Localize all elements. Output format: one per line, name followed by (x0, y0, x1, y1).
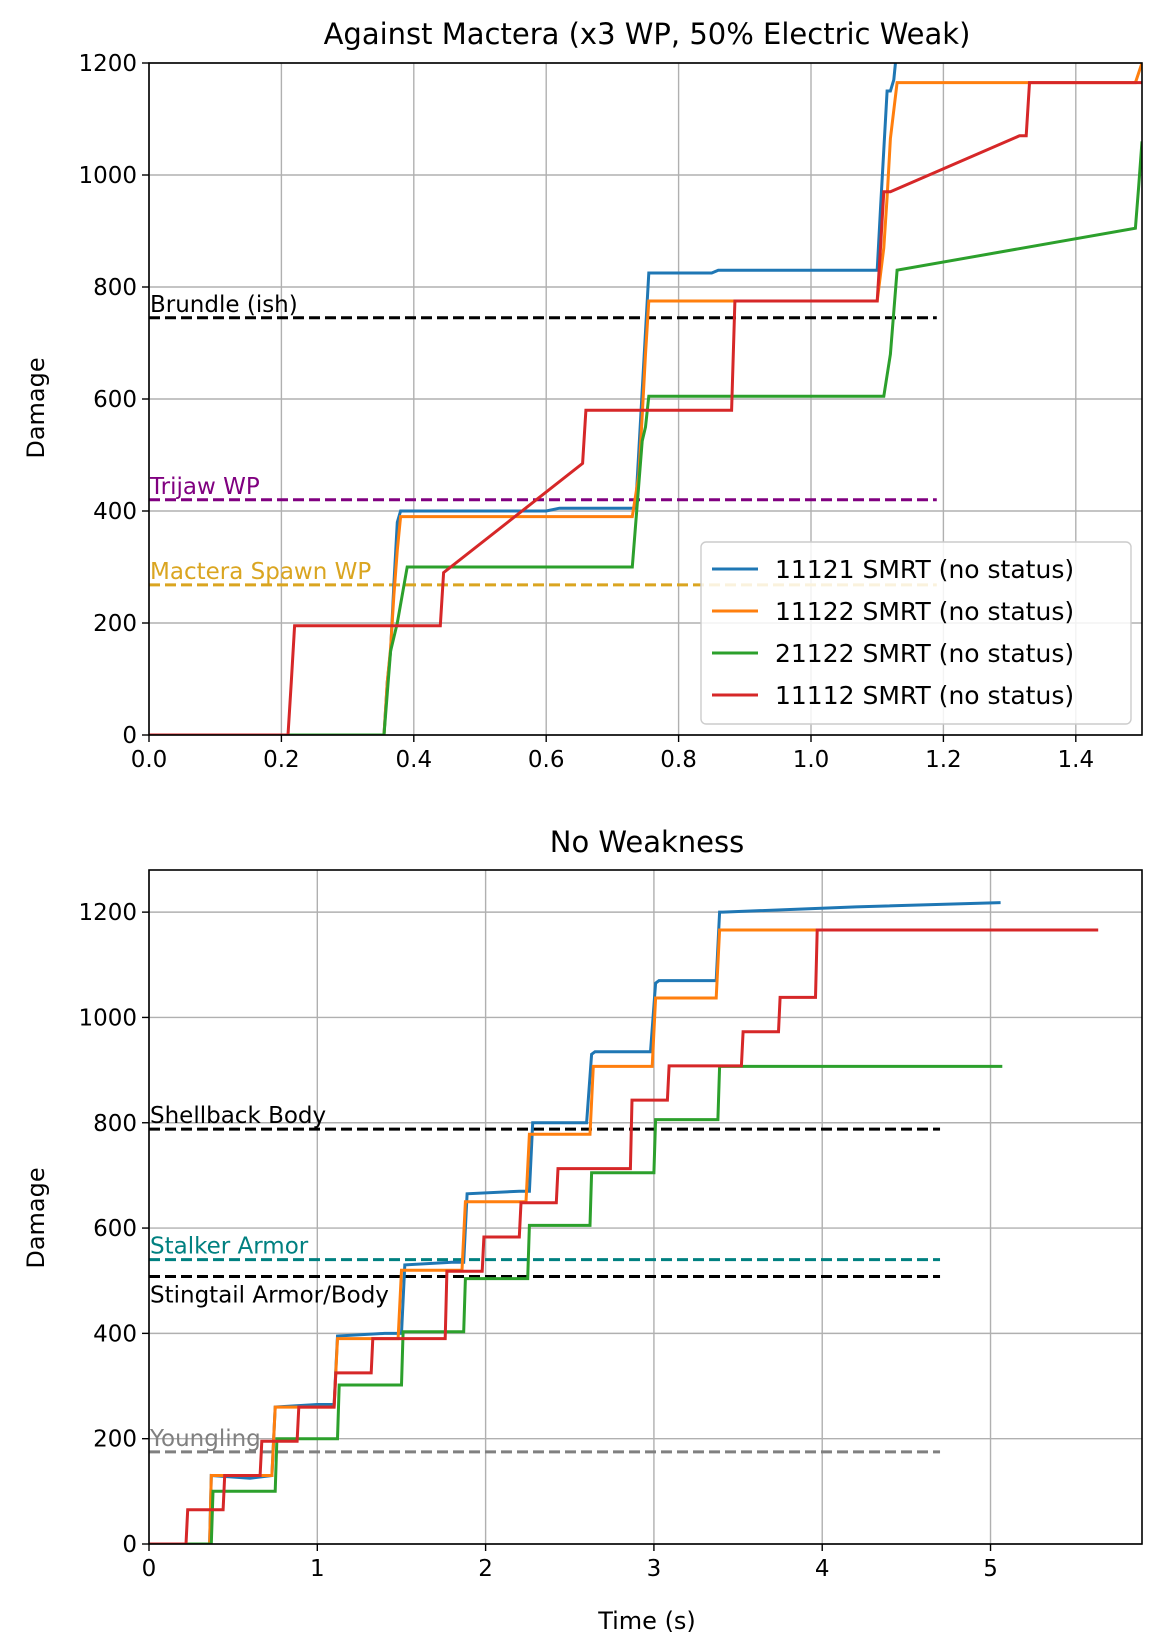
y-tick-label: 800 (93, 275, 137, 301)
y-tick-label: 0 (122, 723, 137, 749)
x-tick-label: 1.2 (925, 747, 962, 773)
chart-title: Against Mactera (x3 WP, 50% Electric Wea… (324, 17, 971, 51)
series-line (149, 928, 1099, 1544)
x-tick-label: 2 (478, 1556, 493, 1582)
legend-label: 11112 SMRT (no status) (775, 681, 1074, 710)
y-tick-label: 400 (93, 499, 137, 525)
y-axis-label: Damage (22, 1167, 50, 1268)
x-ticks: 0.0 0.2 0.4 0.6 0.8 1.0 1.2 1.4 (131, 735, 1094, 773)
chart-no-weakness: No Weakness Damage Time (s) Shellback Bo… (22, 825, 1143, 1635)
x-tick-label: 1.0 (793, 747, 830, 773)
series-lines (149, 63, 1142, 735)
series-lines (149, 901, 1099, 1544)
reference-line-label: Trijaw WP (149, 474, 260, 500)
series-line (149, 1064, 1003, 1544)
chart-title: No Weakness (550, 825, 744, 859)
x-tick-label: 0.6 (528, 747, 565, 773)
y-ticks: 0 200 400 600 800 1000 1200 (78, 51, 149, 749)
x-axis-label: Time (s) (597, 1607, 696, 1635)
series-line (149, 141, 1142, 735)
chart-against-mactera: Against Mactera (x3 WP, 50% Electric Wea… (22, 17, 1143, 773)
reference-line-label: Stalker Armor (150, 1234, 309, 1260)
y-tick-label: 600 (93, 387, 137, 413)
x-tick-label: 0.0 (131, 747, 168, 773)
legend: 11121 SMRT (no status) 11122 SMRT (no sta… (700, 541, 1132, 725)
y-tick-label: 1200 (78, 51, 137, 77)
reference-line-label: Stingtail Armor/Body (150, 1283, 389, 1309)
y-tick-label: 1000 (78, 163, 137, 189)
y-tick-label: 1200 (78, 900, 137, 926)
x-tick-label: 0.8 (660, 747, 697, 773)
reference-lines: Shellback Body Stalker Armor Stingtail Arm… (149, 1103, 941, 1454)
reference-line-label: Youngling (149, 1426, 261, 1452)
reference-line-label: Shellback Body (150, 1103, 326, 1129)
axes-box (148, 869, 1143, 1545)
x-tick-label: 4 (815, 1556, 830, 1582)
x-tick-label: 0.2 (263, 747, 300, 773)
x-tick-label: 1.4 (1058, 747, 1095, 773)
y-ticks: 0 200 400 600 800 1000 1200 (78, 900, 149, 1558)
y-tick-label: 0 (122, 1532, 137, 1558)
legend-label: 11121 SMRT (no status) (775, 555, 1074, 584)
x-tick-label: 0 (142, 1556, 157, 1582)
x-tick-label: 0.4 (396, 747, 433, 773)
y-axis-label: Damage (22, 357, 50, 458)
x-ticks: 0 1 2 3 4 5 (142, 1544, 998, 1582)
series-line (149, 81, 1142, 735)
legend-label: 21122 SMRT (no status) (775, 639, 1074, 668)
y-tick-label: 800 (93, 1111, 137, 1137)
legend-label: 11122 SMRT (no status) (775, 597, 1074, 626)
reference-lines: Brundle (ish) Trijaw WP Mactera Spawn WP (149, 292, 937, 587)
y-tick-label: 200 (93, 1427, 137, 1453)
x-tick-label: 3 (647, 1556, 662, 1582)
x-tick-label: 5 (983, 1556, 998, 1582)
x-tick-label: 1 (310, 1556, 325, 1582)
reference-line-label: Brundle (ish) (150, 292, 298, 318)
reference-line-label: Mactera Spawn WP (150, 559, 371, 585)
y-tick-label: 1000 (78, 1005, 137, 1031)
axes-frame (148, 869, 1143, 1545)
series-line (149, 928, 940, 1544)
y-tick-label: 200 (93, 611, 137, 637)
legend-box (700, 541, 1132, 725)
y-tick-label: 400 (93, 1321, 137, 1347)
y-tick-label: 600 (93, 1216, 137, 1242)
